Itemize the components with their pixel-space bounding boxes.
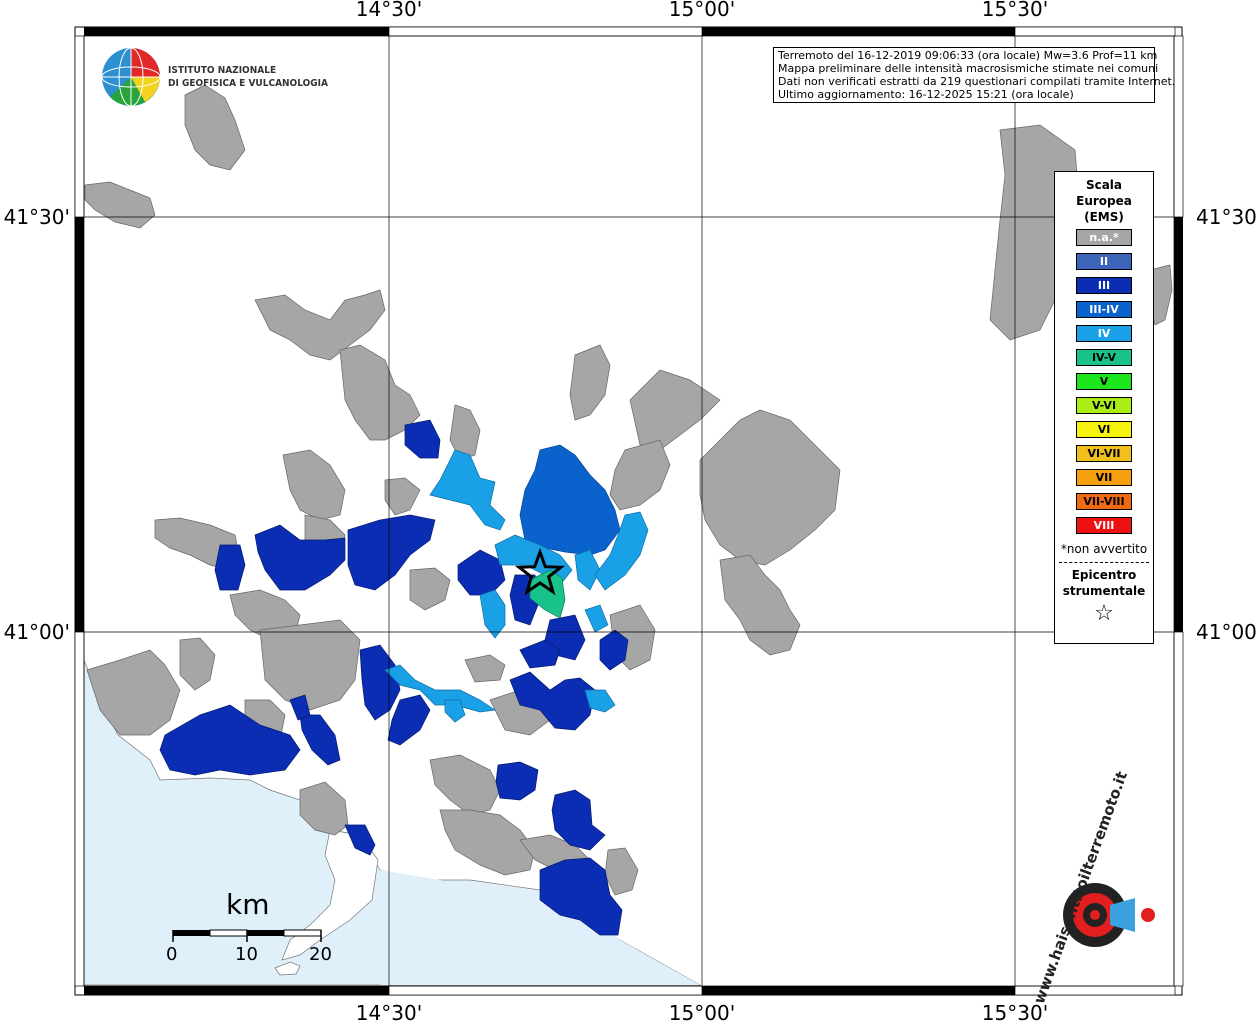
ingv-logo-text: ISTITUTO NAZIONALE DI GEOFISICA E VULCAN… [168,64,328,90]
haisentito-logo [1063,883,1155,947]
legend-swatch: II [1076,253,1132,270]
legend-swatches: n.a.* II III III-IV IV IV-V V V-VI VI VI-VII VII VI… [1055,229,1153,534]
legend-title: Scala Europea (EMS) [1055,177,1153,225]
legend-title-line3: (EMS) [1084,210,1124,224]
info-line-3: Dati non verificati estratti da 219 ques… [778,75,1176,88]
legend-swatch: VII-VIII [1076,493,1132,510]
info-line-2: Mappa preliminare delle intensità macros… [778,62,1159,75]
municipalities-iii-iv [519,444,621,556]
legend-swatch: III-IV [1076,301,1132,318]
scale-tick-0: 0 [166,944,178,965]
scale-tick-10: 10 [235,944,258,965]
legend-swatch: III [1076,277,1132,294]
bottom-label-1500: 15°00' [669,1001,735,1024]
scale-bar [172,929,322,942]
map-frame [74,26,1184,996]
scale-tick-20: 20 [309,944,332,965]
bottom-label-1430: 14°30' [356,1001,422,1024]
right-label-4130: 41°30' [1196,205,1256,229]
epicenter-star-icon: ☆ [1094,601,1114,626]
earthquake-info-box: Terremoto del 16-12-2019 09:06:33 (ora l… [773,47,1176,103]
capri-island [274,961,301,976]
legend-title-line2: Europea [1076,194,1132,208]
epicenter-star [514,547,566,596]
right-label-4100: 41°00' [1196,620,1256,644]
epicenter-title-line1: Epicentro [1071,568,1137,582]
left-label-4130: 41°30' [4,205,70,229]
legend-title-line1: Scala [1085,178,1123,192]
not-felt-note: *non avvertito [1060,542,1148,556]
gulf-salerno [380,870,700,985]
scale-unit: km [226,888,270,921]
legend-swatch: V [1076,373,1132,390]
legend-separator [1059,562,1149,563]
ingv-line1: ISTITUTO NAZIONALE [168,65,277,76]
municipalities-iv-v [529,569,566,619]
top-label-1500: 15°00' [669,0,735,21]
left-label-4100: 41°00' [4,620,70,644]
legend-swatch: VII [1076,469,1132,486]
top-label-1430: 14°30' [356,0,422,21]
top-label-1530: 15°30' [982,0,1048,21]
info-line-1: Terremoto del 16-12-2019 09:06:33 (ora l… [778,49,1158,62]
legend-swatch: VI-VII [1076,445,1132,462]
ingv-line2: DI GEOFISICA E VULCANOLOGIA [168,78,328,89]
coast-sorrento [281,829,379,961]
ingv-globe-logo [101,47,161,107]
municipalities-iv [384,449,649,723]
intensity-legend: Scala Europea (EMS) n.a.* II III III-IV IV IV… [1054,171,1154,644]
legend-swatch: V-VI [1076,397,1132,414]
legend-swatch: IV-V [1076,349,1132,366]
epicenter-legend-title: Epicentro strumentale [1055,567,1153,599]
bottom-label-1530: 15°30' [982,1001,1048,1024]
municipalities-iii [159,419,629,936]
legend-swatch: VIII [1076,517,1132,534]
legend-swatch: VI [1076,421,1132,438]
graticule [75,27,1182,995]
info-line-4: Ultimo aggiornamento: 16-12-2025 15:21 (… [778,88,1074,101]
epicenter-title-line2: strumentale [1062,584,1146,598]
legend-swatch: IV [1076,325,1132,342]
legend-swatch: n.a.* [1076,229,1132,246]
